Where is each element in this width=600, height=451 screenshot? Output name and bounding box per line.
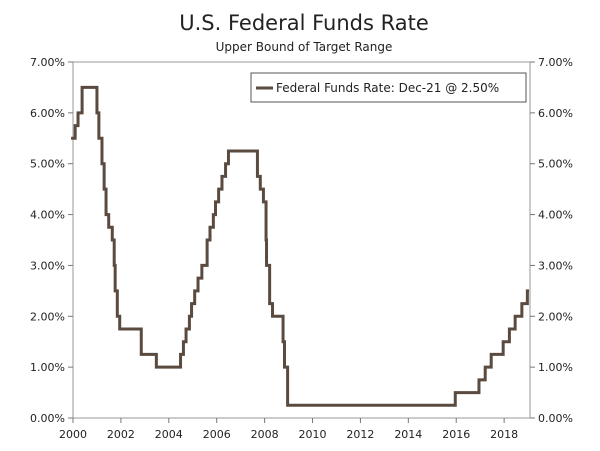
y-tick-label-left: 2.00%	[30, 310, 65, 323]
y-tick-label-right: 5.00%	[538, 158, 573, 171]
series-line-federal-funds-rate	[71, 85, 530, 407]
legend-box	[250, 72, 527, 103]
x-tick-label: 2002	[107, 428, 135, 441]
y-tick-label-right: 7.00%	[538, 56, 573, 69]
x-tick-label: 2008	[251, 428, 279, 441]
y-tick-label-left: 4.00%	[30, 209, 65, 222]
y-tick-label-left: 7.00%	[30, 56, 65, 69]
y-tick-label-right: 4.00%	[538, 209, 573, 222]
chart-subtitle: Upper Bound of Target Range	[216, 40, 393, 54]
legend-label: Federal Funds Rate: Dec-21 @ 2.50%	[276, 81, 499, 95]
y-axis-left: 0.00% 1.00% 2.00% 3.00% 4.00% 5.00% 6.00% 7.00%	[30, 56, 73, 425]
y-tick-label-right: 3.00%	[538, 259, 573, 272]
y-tick-label-left: 3.00%	[30, 259, 65, 272]
x-tick-label: 2010	[299, 428, 327, 441]
x-tick-label: 2004	[155, 428, 183, 441]
y-tick-label-right: 0.00%	[538, 412, 573, 425]
y-tick-label-right: 1.00%	[538, 361, 573, 374]
x-tick-label: 2012	[346, 428, 374, 441]
y-tick-label-right: 2.00%	[538, 310, 573, 323]
x-tick-label: 2014	[394, 428, 422, 441]
y-tick-label-left: 1.00%	[30, 361, 65, 374]
legend: Federal Funds Rate: Dec-21 @ 2.50%	[250, 72, 527, 103]
y-axis-right: 0.00% 1.00% 2.00% 3.00% 4.00% 5.00% 6.00% 7.00%	[530, 56, 573, 425]
x-tick-label: 2006	[203, 428, 231, 441]
x-axis: 2000 2002 2004 2006 2008 2010 2012 2014 2016 2018	[59, 418, 518, 441]
y-tick-label-left: 0.00%	[30, 412, 65, 425]
y-tick-label-left: 5.00%	[30, 158, 65, 171]
x-tick-label: 2016	[442, 428, 470, 441]
x-tick-label: 2000	[59, 428, 87, 441]
y-tick-label-left: 6.00%	[30, 107, 65, 120]
plot-area	[72, 61, 531, 419]
y-tick-label-right: 6.00%	[538, 107, 573, 120]
x-tick-label: 2018	[490, 428, 518, 441]
chart-title: U.S. Federal Funds Rate	[179, 11, 429, 35]
